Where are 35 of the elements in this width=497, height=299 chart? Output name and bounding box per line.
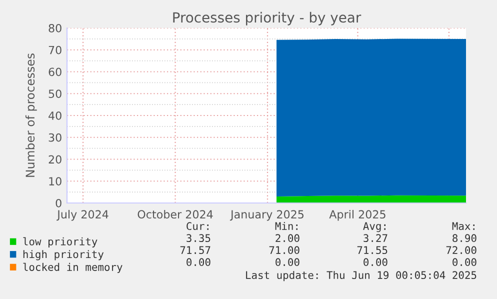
text: Cur:: [186, 222, 208, 230]
y-tick-label: 40: [48, 111, 62, 120]
text: Min:: [275, 222, 298, 230]
legend-label: high priority: [23, 250, 104, 260]
text: 71.00: [269, 246, 300, 254]
x-tick-label: October 2024: [138, 210, 213, 219]
text: Max:: [452, 222, 474, 230]
text: 3.27: [364, 234, 388, 242]
legend-label: locked in memory: [23, 262, 122, 273]
text: 0.00: [364, 258, 388, 266]
y-tick-label: 70: [48, 46, 62, 54]
text: 0.00: [276, 258, 300, 266]
text: 8.90: [452, 234, 476, 242]
y-tick-label: 60: [48, 68, 62, 76]
y-axis-title: Number of processes: [25, 54, 37, 177]
text: 3.35: [186, 234, 210, 242]
y-tick-label: 10: [49, 177, 62, 186]
x-tick-label: April 2025: [329, 210, 386, 221]
y-tick-label: 0: [56, 198, 62, 208]
text: Last update: Thu Jun 19 00:05:04 2025: [246, 270, 476, 282]
text: Avg:: [363, 222, 386, 232]
legend-label: low priority: [23, 237, 98, 248]
y-tick-label: 80: [48, 24, 62, 32]
text: 2.00: [276, 234, 300, 242]
text: 71.55: [357, 246, 388, 254]
chart-title: Processes priority - by year: [173, 12, 362, 26]
y-tick-label: 20: [48, 155, 62, 164]
text: 0.00: [186, 258, 210, 266]
text: 72.00: [446, 246, 476, 254]
y-tick-label: 30: [48, 133, 62, 142]
text: 71.57: [180, 246, 210, 254]
x-tick-label: January 2025: [230, 210, 304, 221]
y-tick-label: 50: [48, 90, 62, 98]
text: 0.00: [452, 258, 476, 266]
x-tick-label: July 2024: [56, 210, 108, 221]
